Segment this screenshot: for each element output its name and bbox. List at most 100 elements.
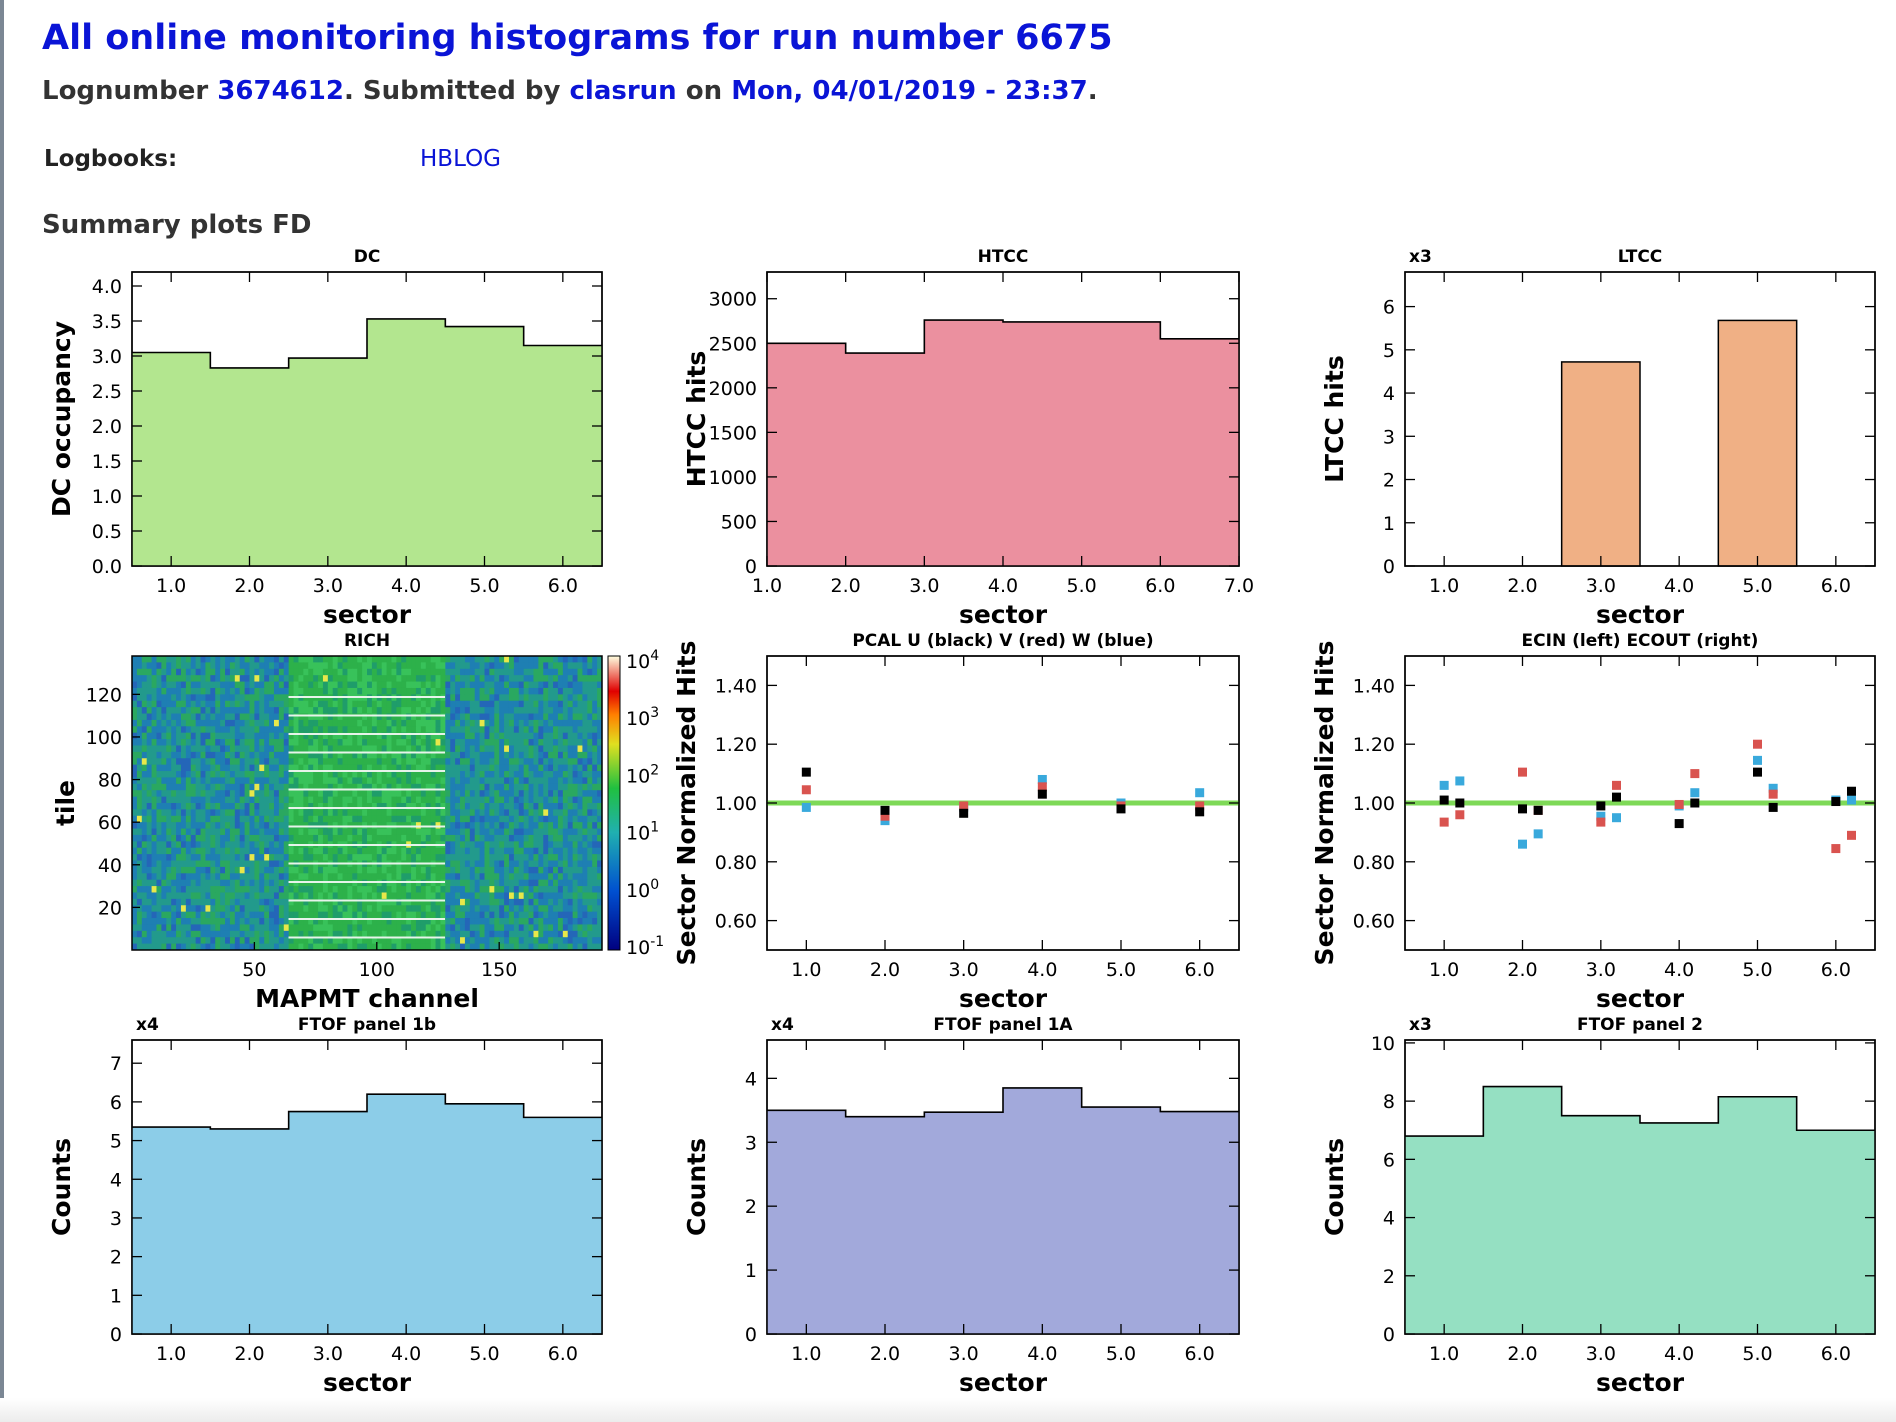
heatmap-cell (234, 943, 241, 951)
heatmap-cell (308, 656, 314, 663)
heatmap-cell (528, 803, 534, 810)
heatmap-cell (484, 745, 490, 753)
heatmap-cell (386, 898, 392, 906)
heatmap-cell (592, 681, 598, 689)
heatmap-cell (357, 879, 363, 887)
heatmap-cell (396, 834, 402, 842)
heatmap-cell (479, 898, 485, 906)
heatmap-cell (425, 739, 432, 746)
heatmap-cell (474, 758, 481, 766)
heatmap-cell (572, 668, 579, 676)
heatmap-cell (479, 841, 485, 849)
heatmap-cell (293, 809, 299, 817)
heatmap-cell (190, 675, 197, 683)
heatmap-cell (141, 675, 148, 683)
heatmap-cell (597, 937, 603, 945)
heatmap-cell (494, 937, 500, 945)
heatmap-cell (318, 675, 324, 683)
heatmap-cell (337, 924, 344, 932)
heatmap-cell (504, 713, 510, 721)
heatmap-cell (151, 694, 157, 702)
heatmap-cell (381, 924, 388, 932)
heatmap-cell (132, 943, 138, 951)
heatmap-cell (479, 668, 485, 676)
heatmap-cell (435, 892, 441, 900)
heatmap-cell (572, 828, 579, 836)
heatmap-cell (548, 866, 554, 874)
heatmap-cell (376, 866, 383, 874)
heatmap-cell (195, 898, 202, 906)
heatmap-cell (239, 803, 246, 810)
heatmap-cell (239, 783, 246, 791)
heatmap-cell (367, 764, 373, 772)
heatmap-cell (180, 656, 187, 663)
heatmap-cell (543, 943, 549, 951)
heatmap-cell (210, 937, 216, 945)
heatmap-cell (180, 662, 187, 670)
heatmap-cell (176, 822, 182, 830)
heatmap-cell (499, 943, 505, 951)
heatmap-cell (518, 726, 525, 734)
heatmap-cell (430, 707, 437, 715)
heatmap-cell (474, 675, 481, 683)
heatmap-cell (425, 745, 432, 753)
heatmap-cell (411, 700, 417, 708)
heatmap-cell (254, 777, 260, 785)
heatmap-cell (166, 751, 172, 759)
heatmap-cell (200, 739, 206, 746)
heatmap-cell (597, 809, 603, 817)
heatmap-cell (396, 777, 402, 785)
heatmap-cell (460, 656, 466, 663)
heatmap-cell (504, 700, 510, 708)
heatmap-cell (513, 719, 520, 727)
heatmap-cell (518, 834, 525, 842)
heatmap-cell (425, 898, 432, 906)
heatmap-cell (293, 707, 299, 715)
heatmap-cell (582, 777, 588, 785)
submitter-link[interactable]: clasrun (569, 76, 677, 106)
heatmap-cell (171, 873, 177, 881)
heatmap-cell (474, 860, 481, 868)
heatmap-cell (176, 700, 182, 708)
lognumber-link[interactable]: 3674612 (217, 76, 344, 106)
heatmap-cell (200, 751, 206, 759)
heatmap-cell (367, 847, 373, 855)
heatmap-cell (455, 937, 461, 945)
heatmap-cell (420, 656, 427, 663)
heatmap-cell (161, 898, 167, 906)
heatmap-cell (210, 943, 216, 951)
heatmap-cell (185, 713, 192, 721)
heatmap-cell (557, 662, 564, 670)
heatmap-cell (132, 803, 138, 810)
heatmap-cell (308, 854, 314, 862)
heatmap-cell (406, 758, 412, 766)
chart-dc: DC1.0 2.0 3.0 4.0 5.0 6.00.00.51.01.52.02.53.… (47, 247, 603, 629)
heatmap-cell (180, 726, 187, 734)
heatmap-cell (430, 687, 437, 695)
heatmap-cell (141, 822, 148, 830)
heatmap-cell (376, 911, 383, 919)
heatmap-cell (332, 687, 339, 695)
heatmap-cell (166, 662, 172, 670)
heatmap-cell (367, 930, 373, 938)
heatmap-cell (151, 860, 157, 868)
heatmap-cell (523, 764, 530, 772)
heatmap-cell (225, 719, 231, 727)
heatmap-cell (484, 834, 490, 842)
date-link[interactable]: Mon, 04/01/2019 - 23:37 (731, 76, 1088, 106)
heatmap-cell (508, 841, 515, 849)
heatmap-cell (362, 834, 368, 842)
heatmap-cell (543, 930, 549, 938)
heatmap-cell (460, 930, 466, 938)
heatmap-cell (264, 892, 270, 900)
heatmap-cell (587, 905, 593, 913)
y-tick-label: 4 (745, 1068, 757, 1090)
heatmap-cell (518, 656, 525, 663)
heatmap-cell (396, 803, 402, 810)
heatmap-cell (190, 777, 197, 785)
heatmap-cell (141, 930, 148, 938)
heatmap-cell (425, 815, 432, 823)
data-point (801, 767, 811, 777)
logbooks-link[interactable]: HBLOG (420, 146, 501, 172)
